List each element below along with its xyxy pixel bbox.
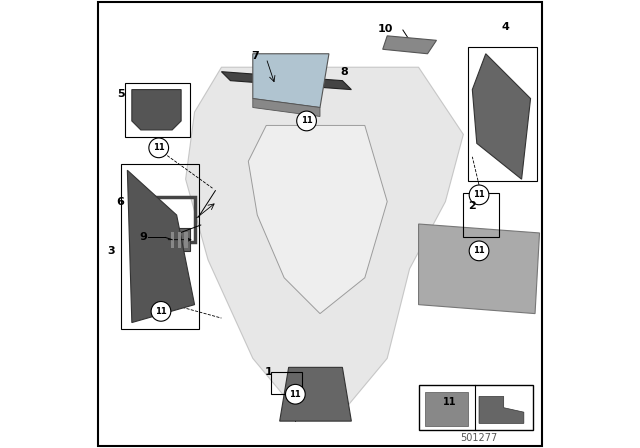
- Text: 7: 7: [251, 51, 259, 61]
- Text: 11: 11: [155, 307, 167, 316]
- Circle shape: [285, 384, 305, 404]
- Polygon shape: [127, 170, 195, 323]
- Text: 4: 4: [502, 22, 510, 32]
- Text: 11: 11: [473, 190, 485, 199]
- Circle shape: [469, 241, 489, 261]
- Polygon shape: [248, 125, 387, 314]
- Polygon shape: [165, 228, 190, 251]
- Polygon shape: [253, 99, 320, 116]
- Polygon shape: [383, 36, 436, 54]
- Circle shape: [151, 302, 171, 321]
- Text: 5: 5: [117, 89, 124, 99]
- FancyBboxPatch shape: [177, 232, 181, 248]
- Text: 11: 11: [289, 390, 301, 399]
- FancyBboxPatch shape: [419, 385, 533, 430]
- Circle shape: [149, 138, 168, 158]
- Text: 8: 8: [340, 67, 349, 77]
- Circle shape: [297, 111, 316, 131]
- Text: 11: 11: [443, 397, 457, 407]
- Polygon shape: [253, 54, 329, 108]
- Polygon shape: [280, 367, 351, 421]
- FancyBboxPatch shape: [171, 232, 175, 248]
- Text: 11: 11: [473, 246, 485, 255]
- Polygon shape: [132, 90, 181, 130]
- Text: 10: 10: [378, 24, 394, 34]
- Text: 501277: 501277: [460, 433, 498, 443]
- Polygon shape: [221, 72, 351, 90]
- Text: 11: 11: [153, 143, 164, 152]
- Text: 2: 2: [468, 201, 476, 211]
- FancyBboxPatch shape: [184, 232, 188, 248]
- Text: 9: 9: [139, 233, 147, 242]
- Polygon shape: [419, 224, 540, 314]
- Text: 1: 1: [264, 367, 273, 377]
- Text: 6: 6: [116, 197, 125, 207]
- Polygon shape: [186, 67, 463, 412]
- Text: 11: 11: [301, 116, 312, 125]
- Polygon shape: [472, 54, 531, 179]
- Text: 3: 3: [107, 246, 115, 256]
- FancyBboxPatch shape: [425, 392, 468, 426]
- Circle shape: [469, 185, 489, 205]
- Polygon shape: [479, 396, 524, 423]
